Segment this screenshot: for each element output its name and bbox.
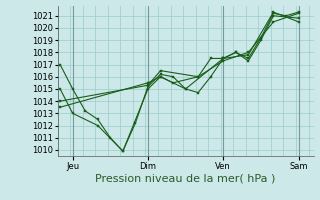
X-axis label: Pression niveau de la mer( hPa ): Pression niveau de la mer( hPa ) (95, 173, 276, 183)
